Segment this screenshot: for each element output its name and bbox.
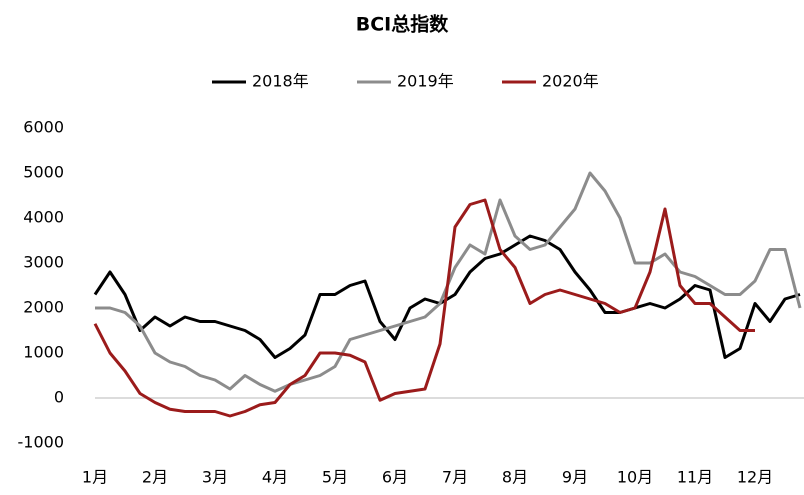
legend-label: 2019年 [397,72,454,91]
legend-label: 2020年 [542,72,599,91]
y-tick-label: 4000 [23,208,64,227]
x-tick-label: 8月 [502,468,528,487]
chart-title: BCI总指数 [356,13,449,36]
y-tick-label: 3000 [23,253,64,272]
x-tick-label: 1月 [82,468,108,487]
y-tick-label: 6000 [23,118,64,137]
x-tick-label: 2月 [142,468,168,487]
x-tick-label: 5月 [322,468,348,487]
x-tick-label: 7月 [442,468,468,487]
x-tick-label: 10月 [617,468,653,487]
x-tick-label: 9月 [562,468,588,487]
y-tick-label: 0 [54,388,64,407]
legend-label: 2018年 [252,72,309,91]
series-line [93,198,755,418]
x-tick-label: 11月 [677,468,713,487]
series-line [93,234,801,359]
y-tick-label: 5000 [23,163,64,182]
y-tick-label: -1000 [18,433,65,452]
x-tick-label: 3月 [202,468,228,487]
x-tick-label: 6月 [382,468,408,487]
y-tick-label: 2000 [23,298,64,317]
x-tick-label: 12月 [737,468,773,487]
y-tick-label: 1000 [23,343,64,362]
x-tick-label: 4月 [262,468,288,487]
